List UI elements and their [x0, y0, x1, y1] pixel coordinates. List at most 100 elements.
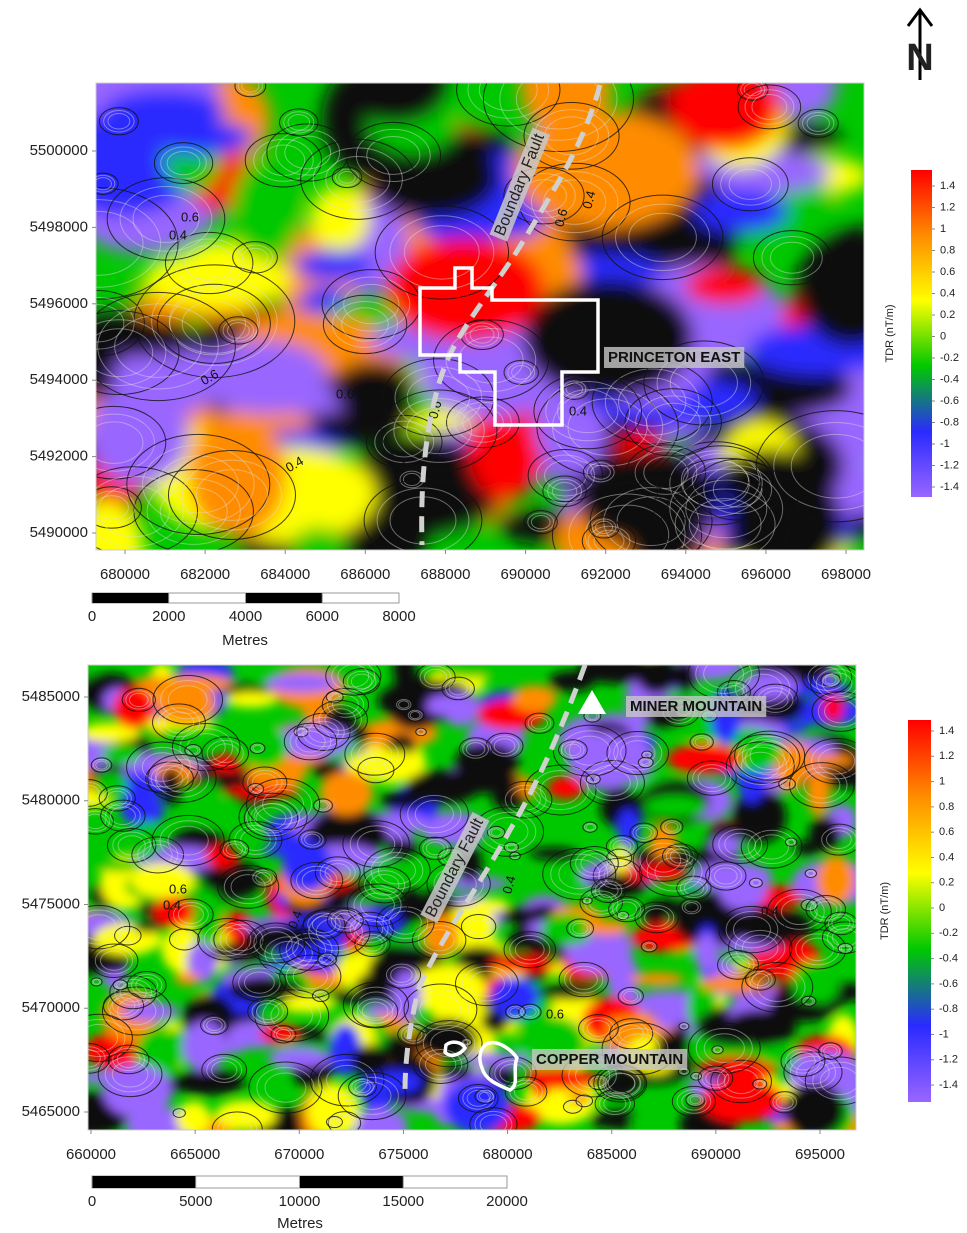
scale-bar-unit: Metres [222, 632, 268, 649]
y-tick-label: 5480000 [22, 792, 80, 809]
colorbar-tick-label: -0.8 [940, 416, 959, 428]
y-tick-label: 5475000 [22, 895, 80, 912]
raster-blob [685, 268, 765, 305]
raster-blob [320, 771, 373, 815]
raster-blob [512, 685, 557, 712]
raster-blob [670, 64, 782, 150]
contour-label: 0.6 [546, 1006, 564, 1021]
scale-bar-label: 2000 [152, 608, 185, 625]
colorbar-tick-label: 0.2 [939, 877, 954, 889]
raster-blob [491, 977, 539, 1018]
y-tick-label: 5492000 [30, 448, 88, 465]
colorbar-tick-label: -1.2 [940, 459, 959, 471]
y-tick-label: 5498000 [30, 218, 88, 235]
colorbar-tick-label: -0.2 [939, 927, 958, 939]
raster-blob [268, 1048, 331, 1067]
y-tick-label: 5485000 [22, 688, 80, 705]
contour-label: 0.6 [169, 881, 187, 896]
site-label: PRINCETON EAST [608, 349, 740, 366]
scale-bar-segment [300, 1176, 404, 1188]
colorbar-tick-label: -0.4 [940, 373, 959, 385]
scale-bar-label: 8000 [382, 608, 415, 625]
raster-blob [380, 791, 427, 809]
raster-blob [226, 692, 277, 708]
raster-blob [740, 672, 800, 699]
x-tick-label: 660000 [66, 1146, 116, 1163]
scale-bar-segment [246, 593, 323, 603]
raster-blob [342, 53, 448, 124]
y-tick-label: 5500000 [30, 142, 88, 159]
raster-blob [644, 795, 706, 817]
colorbar-tick-label: 0.2 [940, 309, 955, 321]
x-tick-label: 680000 [483, 1146, 533, 1163]
x-tick-label: 698000 [821, 566, 871, 583]
raster-blob [579, 650, 653, 684]
colorbar-tick-label: 0 [939, 902, 945, 914]
contour-label: 0.4 [163, 897, 181, 912]
scale-bar-label: 0 [88, 1193, 96, 1210]
colorbar-tick-label: -0.8 [939, 1003, 958, 1015]
raster-blob [794, 841, 820, 856]
raster-blob [173, 1070, 245, 1095]
x-tick-label: 685000 [587, 1146, 637, 1163]
raster-blob [630, 972, 684, 985]
colorbar-label: TDR (nT/m) [879, 882, 891, 940]
contour-label: 0.4 [169, 227, 187, 242]
x-tick-label: 665000 [170, 1146, 220, 1163]
scale-bar-segment [92, 593, 169, 603]
raster-blob [147, 120, 254, 154]
x-tick-label: 682000 [180, 566, 230, 583]
north-arrow: N [906, 10, 933, 80]
x-tick-label: 684000 [260, 566, 310, 583]
contour-label: 0.6 [336, 386, 354, 401]
raster-blob [176, 1101, 211, 1135]
colorbar-tick-label: 1.2 [939, 750, 954, 762]
site-label: MINER MOUNTAIN [630, 698, 762, 715]
x-tick-label: 695000 [795, 1146, 845, 1163]
raster-blob [654, 995, 683, 1029]
colorbar-tick-label: 0.4 [940, 287, 955, 299]
colorbar-tick-label: -1 [940, 438, 950, 450]
y-tick-label: 5496000 [30, 295, 88, 312]
raster-blob [798, 754, 854, 766]
scale-bar-unit: Metres [277, 1215, 323, 1232]
colorbar-tick-label: -0.4 [939, 953, 958, 965]
x-tick-label: 692000 [581, 566, 631, 583]
colorbar-tick-label: -1 [939, 1028, 949, 1040]
colorbar-tick-label: 1.4 [940, 180, 955, 192]
raster-blob [748, 325, 885, 374]
site-label: COPPER MOUNTAIN [536, 1051, 683, 1068]
raster-blob [632, 1107, 664, 1141]
colorbar-tick-label: -1.4 [940, 481, 959, 493]
x-tick-label: 694000 [661, 566, 711, 583]
raster-blob [438, 661, 508, 678]
raster-blob [292, 528, 347, 568]
contour-label: 0.6 [181, 209, 199, 224]
raster-blob [175, 972, 200, 985]
scale-bar-label: 6000 [306, 608, 339, 625]
raster-blob [134, 920, 164, 932]
colorbar-tick-label: 1.4 [939, 725, 954, 737]
colorbar-tick-label: -0.2 [940, 352, 959, 364]
scale-bar-label: 0 [88, 608, 96, 625]
raster-blob [695, 934, 719, 973]
raster-blob [231, 158, 301, 263]
colorbar [908, 720, 931, 1102]
scale-bar-segment [92, 1176, 196, 1188]
x-tick-label: 688000 [420, 566, 470, 583]
colorbar-tick-label: 1.2 [940, 201, 955, 213]
colorbar-tick-label: -1.2 [939, 1054, 958, 1066]
x-tick-label: 680000 [100, 566, 150, 583]
scale-bar-label: 10000 [279, 1193, 321, 1210]
colorbar-tick-label: 0.4 [939, 851, 954, 863]
colorbar-tick-label: 0 [940, 330, 946, 342]
scale-bar-label: 15000 [382, 1193, 424, 1210]
north-label: N [906, 37, 933, 79]
scale-bar-label: 20000 [486, 1193, 528, 1210]
y-tick-label: 5470000 [22, 999, 80, 1016]
colorbar-tick-label: -0.6 [940, 395, 959, 407]
raster-blob [197, 781, 221, 825]
x-tick-label: 690000 [691, 1146, 741, 1163]
raster-blob [88, 386, 189, 485]
x-tick-label: 686000 [340, 566, 390, 583]
